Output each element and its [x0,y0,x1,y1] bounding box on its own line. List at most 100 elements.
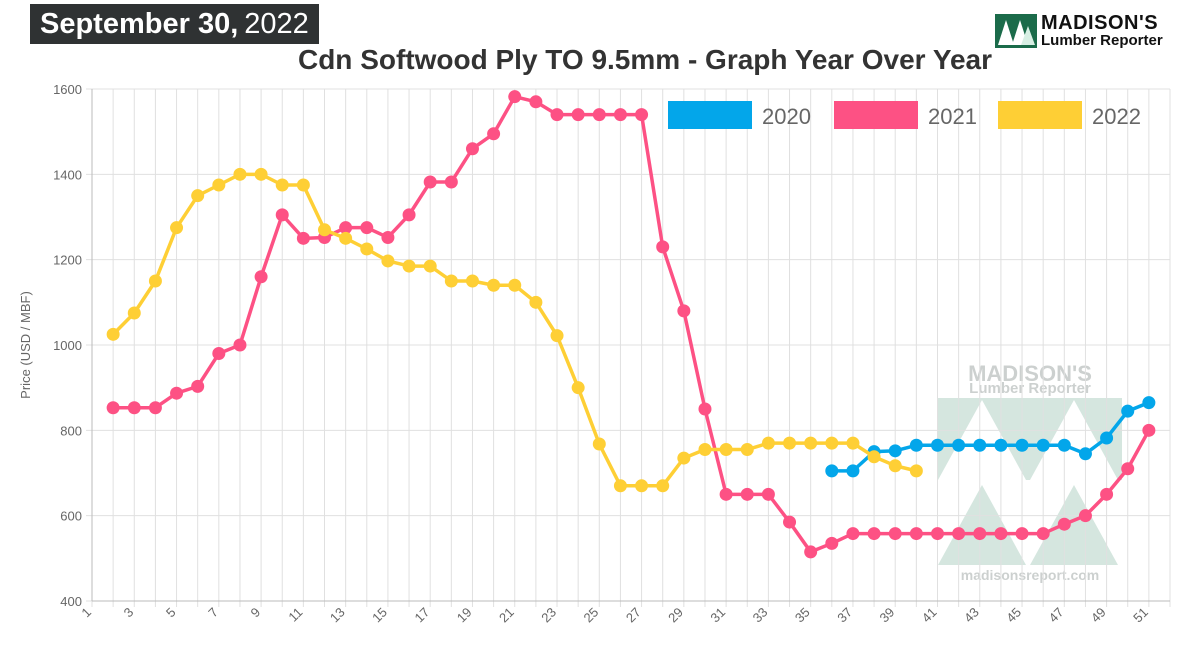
data-point-2022[interactable] [846,436,860,450]
data-point-2020[interactable] [1036,438,1050,452]
data-point-2021[interactable] [487,127,501,141]
data-point-2022[interactable] [127,306,141,320]
data-point-2021[interactable] [783,515,797,529]
data-point-2022[interactable] [550,329,564,343]
legend[interactable]: 2020 2021 2022 [668,101,1141,129]
legend-item-2020[interactable]: 2020 [668,101,811,129]
legend-item-2022[interactable]: 2022 [998,101,1141,129]
data-point-2021[interactable] [127,401,141,415]
data-point-2021[interactable] [254,270,268,284]
data-point-2020[interactable] [909,438,923,452]
data-point-2020[interactable] [973,438,987,452]
data-point-2020[interactable] [994,438,1008,452]
data-point-2021[interactable] [106,401,120,415]
data-point-2022[interactable] [444,274,458,288]
data-point-2022[interactable] [529,295,543,309]
data-point-2022[interactable] [106,327,120,341]
data-point-2022[interactable] [592,437,606,451]
data-point-2022[interactable] [465,274,479,288]
data-point-2022[interactable] [740,443,754,457]
data-point-2022[interactable] [381,254,395,268]
data-point-2022[interactable] [825,436,839,450]
data-point-2021[interactable] [1057,517,1071,531]
data-point-2021[interactable] [930,527,944,541]
data-point-2022[interactable] [677,451,691,465]
data-point-2022[interactable] [233,167,247,181]
data-point-2021[interactable] [909,527,923,541]
data-point-2020[interactable] [825,464,839,478]
data-point-2021[interactable] [360,221,374,235]
data-point-2021[interactable] [656,240,670,254]
data-point-2022[interactable] [339,231,353,245]
data-point-2020[interactable] [1142,396,1156,410]
data-point-2022[interactable] [212,178,226,192]
data-point-2021[interactable] [465,142,479,156]
data-point-2020[interactable] [846,464,860,478]
data-point-2022[interactable] [254,167,268,181]
data-point-2020[interactable] [1078,447,1092,461]
data-point-2021[interactable] [994,527,1008,541]
data-point-2021[interactable] [571,108,585,122]
data-point-2022[interactable] [191,189,205,203]
data-point-2020[interactable] [952,438,966,452]
data-point-2021[interactable] [381,230,395,244]
data-point-2020[interactable] [1057,438,1071,452]
data-point-2020[interactable] [888,444,902,458]
data-point-2021[interactable] [233,338,247,352]
data-point-2022[interactable] [635,479,649,493]
data-point-2021[interactable] [952,527,966,541]
data-point-2022[interactable] [888,459,902,473]
data-point-2021[interactable] [1015,527,1029,541]
data-point-2021[interactable] [613,108,627,122]
data-point-2021[interactable] [508,90,522,104]
data-point-2021[interactable] [275,208,289,222]
data-point-2021[interactable] [1078,509,1092,523]
data-point-2020[interactable] [1100,431,1114,445]
data-point-2022[interactable] [698,443,712,457]
data-point-2021[interactable] [1100,487,1114,501]
data-point-2021[interactable] [698,402,712,416]
data-point-2021[interactable] [339,221,353,235]
data-point-2021[interactable] [402,208,416,222]
data-point-2021[interactable] [825,536,839,550]
data-point-2022[interactable] [296,178,310,192]
data-point-2022[interactable] [571,381,585,395]
data-point-2021[interactable] [212,347,226,361]
data-point-2022[interactable] [170,221,184,235]
data-point-2022[interactable] [761,436,775,450]
legend-item-2021[interactable]: 2021 [834,101,977,129]
data-point-2021[interactable] [846,527,860,541]
data-point-2021[interactable] [867,527,881,541]
data-point-2021[interactable] [529,95,543,109]
data-point-2021[interactable] [550,108,564,122]
data-point-2021[interactable] [719,487,733,501]
data-point-2022[interactable] [148,274,162,288]
data-point-2022[interactable] [318,223,332,237]
data-point-2022[interactable] [909,464,923,478]
data-point-2021[interactable] [761,487,775,501]
data-point-2020[interactable] [1015,438,1029,452]
data-point-2022[interactable] [402,259,416,273]
data-point-2022[interactable] [487,278,501,292]
data-point-2022[interactable] [613,479,627,493]
data-point-2022[interactable] [804,436,818,450]
data-point-2022[interactable] [275,178,289,192]
data-point-2022[interactable] [867,450,881,464]
data-point-2022[interactable] [656,479,670,493]
data-point-2022[interactable] [508,278,522,292]
data-point-2021[interactable] [1036,527,1050,541]
data-point-2021[interactable] [677,304,691,318]
data-point-2022[interactable] [783,436,797,450]
data-point-2021[interactable] [296,231,310,245]
data-point-2021[interactable] [973,527,987,541]
data-point-2021[interactable] [191,379,205,393]
data-point-2021[interactable] [804,545,818,559]
data-point-2021[interactable] [1121,462,1135,476]
data-point-2022[interactable] [719,443,733,457]
data-point-2021[interactable] [635,108,649,122]
data-point-2021[interactable] [740,487,754,501]
data-point-2020[interactable] [930,438,944,452]
data-point-2021[interactable] [170,386,184,400]
data-point-2021[interactable] [444,175,458,189]
data-point-2021[interactable] [592,108,606,122]
